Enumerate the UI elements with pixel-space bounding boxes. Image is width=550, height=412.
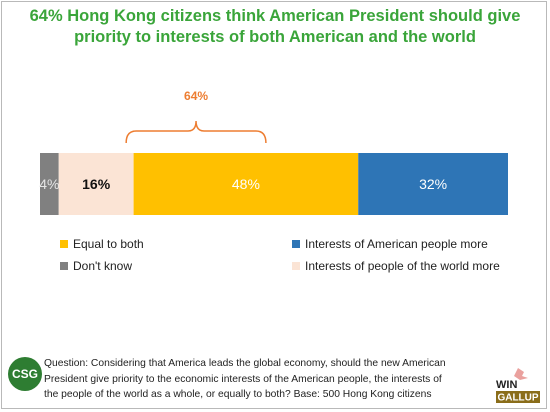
bar-segment [40,153,59,215]
bracket-line [125,120,267,144]
legend-dont-know: Don't know [60,259,132,273]
bar-group: 4% 16% 48% 32% [39,153,508,215]
data-label: 32% [419,176,447,192]
bar-segment [58,153,134,215]
csg-logo: CSG [8,357,42,391]
bracket-label: 64% [184,89,208,103]
legend-american-more: Interests of American people more [292,237,488,251]
logo-text: CSG [11,367,38,381]
data-label: 16% [82,176,111,192]
legend-swatch [292,262,300,270]
win-gallup-logo: WIN GALLUP [496,368,540,404]
legend-swatch [60,262,68,270]
bar-segment [358,153,508,215]
world-map-icon [514,368,528,380]
legend-equal-to-both: Equal to both [60,237,144,251]
legend-swatch [60,240,68,248]
legend-label: Don't know [73,259,132,273]
gallup-text: GALLUP [497,393,538,404]
bar-segment [133,153,359,215]
data-label: 4% [39,176,59,192]
title-line-2: priority to interests of both American a… [74,28,476,46]
legend-label: Equal to both [73,237,144,251]
legend-swatch [292,240,300,248]
question-line-3: the people of the world as a whole, or e… [44,389,432,400]
chart-title: 64% Hong Kong citizens think American Pr… [0,6,550,48]
legend-world-more: Interests of people of the world more [292,259,500,273]
title-line-1: 64% Hong Kong citizens think American Pr… [29,7,521,25]
win-text: WIN [496,379,517,391]
data-label: 48% [232,176,260,192]
gallup-band [496,391,540,403]
question-line-1: Question: Considering that America leads… [44,358,446,369]
legend-label: Interests of people of the world more [305,259,500,273]
legend-label: Interests of American people more [305,237,488,251]
question-line-2: President give priority to the economic … [44,373,442,385]
bracket-annotation: 64% [125,89,267,144]
survey-question: Question: Considering that America leads… [44,356,492,403]
